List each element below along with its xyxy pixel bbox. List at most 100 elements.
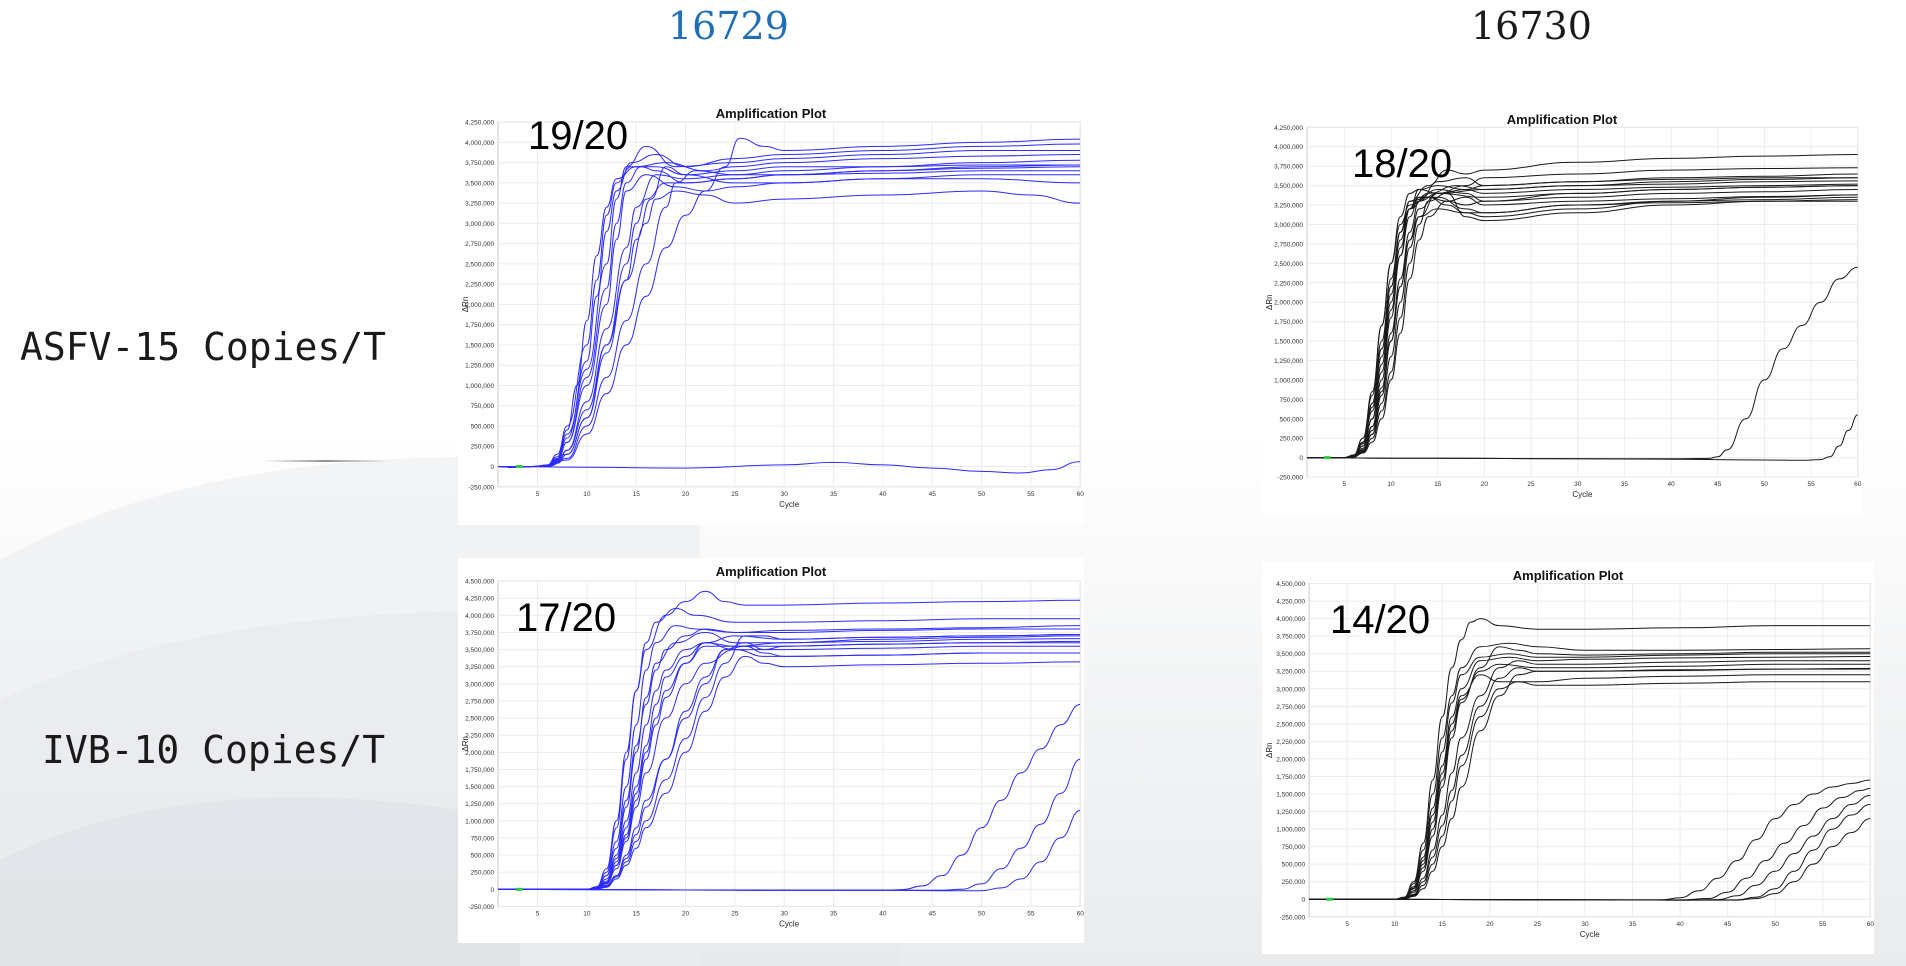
y-tick-label: 1,250,000 xyxy=(1276,809,1305,816)
y-tick-label: 750,000 xyxy=(1282,844,1306,851)
y-tick-label: 250,000 xyxy=(1282,879,1306,886)
x-axis-label: Cycle xyxy=(1580,930,1601,939)
x-tick-label: 55 xyxy=(1819,921,1827,928)
x-tick-label: 50 xyxy=(978,910,986,917)
series-line xyxy=(1309,668,1871,900)
y-tick-label: 2,500,000 xyxy=(465,716,494,723)
y-tick-label: 3,000,000 xyxy=(1274,222,1303,229)
x-tick-label: 40 xyxy=(879,491,887,498)
x-tick-label: 20 xyxy=(682,910,690,917)
series-line xyxy=(1307,183,1858,459)
y-tick-label: 3,750,000 xyxy=(465,160,494,167)
y-tick-label: 2,250,000 xyxy=(465,282,494,289)
y-tick-label: 4,250,000 xyxy=(1276,599,1305,606)
series-line xyxy=(498,638,1081,890)
x-axis-label: Cycle xyxy=(779,500,800,509)
decorative-divider xyxy=(262,460,390,462)
x-tick-label: 10 xyxy=(1387,481,1395,488)
y-tick-label: 3,500,000 xyxy=(465,180,494,187)
x-tick-label: 15 xyxy=(633,910,641,917)
y-tick-label: 1,750,000 xyxy=(1274,319,1303,326)
y-tick-label: 3,750,000 xyxy=(1274,164,1303,171)
y-tick-label: 1,000,000 xyxy=(465,818,494,825)
x-tick-label: 40 xyxy=(879,910,887,917)
y-tick-label: 2,250,000 xyxy=(465,733,494,740)
y-tick-label: 2,000,000 xyxy=(465,302,494,309)
x-tick-label: 35 xyxy=(1629,921,1637,928)
y-tick-label: 3,000,000 xyxy=(465,681,494,688)
x-tick-label: 5 xyxy=(536,910,540,917)
series-line xyxy=(498,590,1081,890)
x-tick-label: 45 xyxy=(929,491,937,498)
y-tick-label: 4,500,000 xyxy=(1276,581,1305,588)
y-tick-label: 3,250,000 xyxy=(465,664,494,671)
chart-score: 14/20 xyxy=(1330,598,1431,642)
y-tick-label: 2,750,000 xyxy=(1274,241,1303,248)
y-tick-label: 750,000 xyxy=(471,403,495,410)
y-tick-label: 1,750,000 xyxy=(465,767,494,774)
series-line xyxy=(1309,663,1871,900)
y-tick-label: 1,000,000 xyxy=(465,383,494,390)
y-tick-label: 3,250,000 xyxy=(1276,669,1305,676)
y-axis-label: ΔRn xyxy=(461,736,470,752)
x-tick-label: 20 xyxy=(1486,921,1494,928)
x-tick-label: 45 xyxy=(1724,921,1732,928)
baseline-start-marker xyxy=(518,464,523,468)
y-tick-label: 1,500,000 xyxy=(465,342,494,349)
y-axis-label: ΔRn xyxy=(461,297,470,313)
series-line xyxy=(1309,618,1871,900)
baseline-start-marker xyxy=(515,464,520,468)
chart-title: Amplification Plot xyxy=(1506,112,1618,127)
y-tick-label: 0 xyxy=(1299,455,1303,462)
y-tick-label: 3,250,000 xyxy=(1274,203,1303,210)
y-tick-label: 4,000,000 xyxy=(1274,144,1303,151)
chart-panel-1: Amplification Plot -250,000 0 250,000 500,0… xyxy=(458,100,1084,525)
y-tick-label: -250,000 xyxy=(468,484,494,491)
y-tick-label: 0 xyxy=(490,464,494,471)
x-tick-label: 5 xyxy=(1345,921,1349,928)
y-tick-label: 4,500,000 xyxy=(465,579,494,586)
y-tick-label: 750,000 xyxy=(471,835,495,842)
chart-title: Amplification Plot xyxy=(715,106,827,121)
y-tick-label: 4,250,000 xyxy=(1274,125,1303,132)
series-line xyxy=(498,810,1081,892)
x-tick-label: 60 xyxy=(1867,921,1874,928)
y-tick-label: 250,000 xyxy=(471,870,495,877)
y-tick-label: 3,000,000 xyxy=(465,221,494,228)
x-tick-label: 35 xyxy=(1621,481,1629,488)
y-tick-label: 0 xyxy=(490,887,494,894)
series-line xyxy=(1309,642,1871,900)
column-header-1: 16729 xyxy=(668,4,789,48)
y-tick-label: 3,750,000 xyxy=(1276,634,1305,641)
y-tick-label: 2,250,000 xyxy=(1274,280,1303,287)
baseline-start-marker xyxy=(518,887,523,891)
series-line xyxy=(498,642,1081,890)
x-tick-label: 25 xyxy=(1527,481,1535,488)
x-tick-label: 10 xyxy=(583,491,591,498)
series-line xyxy=(1307,414,1858,461)
y-tick-label: -250,000 xyxy=(1279,914,1305,921)
series-line xyxy=(1307,185,1858,459)
amplification-plot-2: -250,000 0 250,000 500,000 750,000 1,000,000 1… xyxy=(1265,125,1862,499)
y-tick-label: 4,000,000 xyxy=(465,613,494,620)
chart-score: 18/20 xyxy=(1352,142,1453,186)
x-tick-label: 30 xyxy=(781,491,789,498)
y-tick-label: 3,500,000 xyxy=(1274,183,1303,190)
y-tick-label: 3,750,000 xyxy=(465,630,494,637)
amplification-plot-1: -250,000 0 250,000 500,000 750,000 1,000,000 1… xyxy=(461,120,1084,509)
x-tick-label: 60 xyxy=(1077,491,1084,498)
x-tick-label: 50 xyxy=(1761,481,1769,488)
series-line xyxy=(498,625,1081,890)
y-tick-label: 500,000 xyxy=(471,423,495,430)
x-tick-label: 15 xyxy=(1439,921,1447,928)
y-tick-label: 2,000,000 xyxy=(1274,300,1303,307)
series-line xyxy=(498,642,1081,890)
x-tick-label: 5 xyxy=(536,491,540,498)
y-tick-label: 4,000,000 xyxy=(465,140,494,147)
y-tick-label: 1,250,000 xyxy=(1274,358,1303,365)
baseline-start-marker xyxy=(1326,456,1331,460)
y-tick-label: 2,250,000 xyxy=(1276,739,1305,746)
x-tick-label: 5 xyxy=(1343,481,1347,488)
y-tick-label: -250,000 xyxy=(1277,475,1303,482)
y-tick-label: 500,000 xyxy=(1280,416,1304,423)
